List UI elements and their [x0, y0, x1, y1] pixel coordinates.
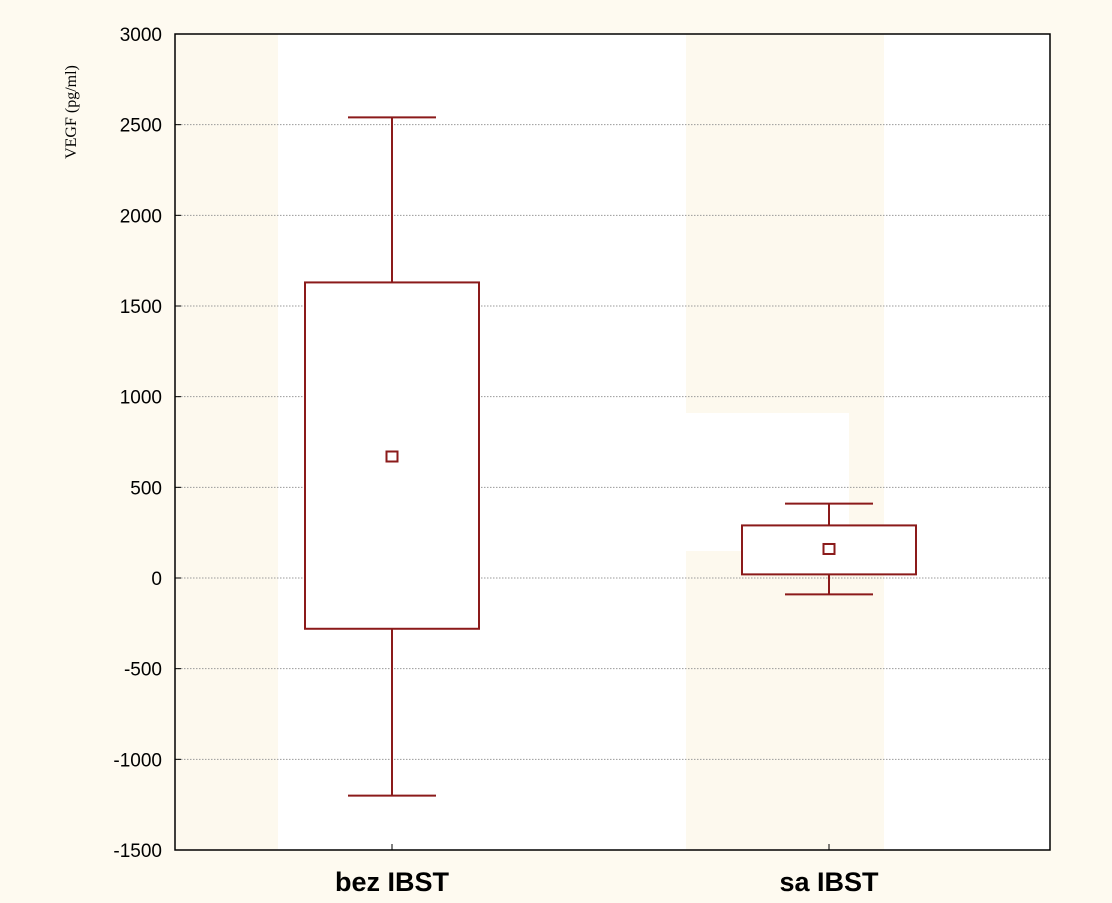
y-tick-label: -1500 — [113, 841, 162, 862]
box-group — [304, 116, 480, 797]
y-tick-label: 1500 — [120, 297, 162, 318]
grid-layer — [175, 124, 1050, 760]
y-tick-label: 1000 — [120, 388, 162, 409]
ticks-layer: -1500 -1000 -500 0 500 1000 1500 2000 2500 3000 be… — [113, 25, 879, 897]
marks-layer — [304, 116, 917, 797]
center-marker — [385, 450, 399, 463]
x-category-label: bez IBST — [335, 867, 450, 897]
y-axis-label: VEGF (pg/ml) — [63, 65, 80, 159]
plot-frame — [174, 33, 1051, 851]
plot-shade-left — [175, 34, 278, 850]
y-tick-label: -500 — [124, 660, 162, 681]
box-group — [741, 502, 917, 596]
y-tick-label: 0 — [151, 569, 162, 590]
x-category-label: sa IBST — [779, 867, 879, 897]
y-tick-label: -1000 — [113, 750, 162, 771]
center-marker — [822, 542, 836, 555]
y-tick-label: 2000 — [120, 206, 162, 227]
y-tick-label: 2500 — [120, 116, 162, 137]
y-tick-label: 3000 — [120, 25, 162, 46]
y-tick-label: 500 — [130, 478, 162, 499]
